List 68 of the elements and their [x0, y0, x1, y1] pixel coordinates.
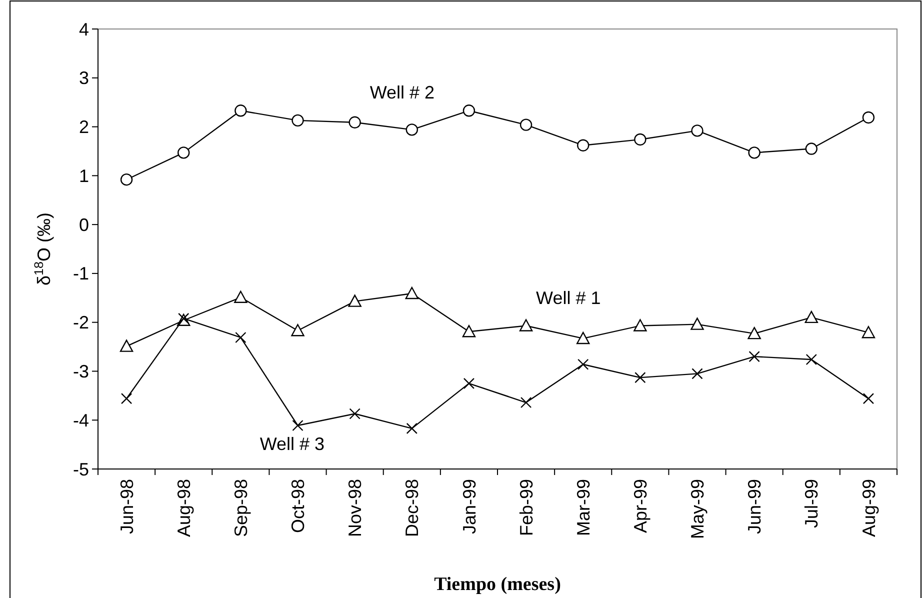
point	[462, 325, 476, 338]
point	[291, 324, 304, 336]
series-label: Well # 2	[370, 82, 435, 102]
point	[634, 372, 646, 384]
x-tick-label: Nov-98	[345, 479, 366, 538]
point	[406, 124, 418, 136]
y-tick-label: 0	[78, 214, 89, 235]
x-tick-label: Apr-99	[630, 479, 650, 534]
point	[862, 326, 876, 338]
point	[463, 378, 475, 390]
point	[748, 350, 760, 362]
point	[120, 173, 133, 186]
point	[120, 393, 132, 404]
series-label: Well # 3	[260, 434, 325, 454]
point	[862, 111, 875, 124]
point	[576, 332, 590, 344]
point	[348, 116, 361, 128]
point	[234, 290, 248, 303]
point	[520, 118, 532, 131]
point	[806, 354, 817, 366]
point	[462, 104, 476, 117]
y-tick-label: -3	[72, 362, 89, 382]
point	[292, 114, 304, 127]
x-tick-label: Jun-99	[744, 479, 765, 534]
y-tick-label: -2	[72, 312, 89, 333]
point	[405, 286, 418, 300]
point	[690, 318, 704, 330]
x-tick-label: Jan-99	[459, 479, 480, 534]
point	[577, 139, 590, 152]
point	[748, 146, 760, 159]
y-tick-label: 4	[78, 19, 89, 40]
x-tick-label: Dec-98	[402, 479, 422, 538]
x-tick-label: May-99	[688, 479, 708, 540]
point	[692, 368, 703, 380]
point	[348, 294, 362, 307]
x-tick-label: Feb-99	[516, 479, 536, 536]
point	[235, 332, 246, 344]
point	[120, 340, 134, 352]
point	[804, 310, 818, 324]
point	[862, 393, 874, 404]
x-tick-label: Jul-99	[802, 479, 822, 528]
x-tick-label: Jun-98	[116, 479, 137, 534]
point	[406, 422, 418, 434]
point	[578, 358, 589, 370]
y-tick-label: 2	[78, 117, 89, 138]
point	[519, 319, 533, 332]
x-tick-label: Oct-98	[288, 479, 308, 534]
point	[634, 319, 647, 332]
point	[349, 408, 360, 420]
x-tick-label: Mar-99	[573, 479, 594, 536]
x-tick-label: Aug-98	[174, 479, 194, 538]
y-tick-label: -1	[72, 264, 89, 284]
point	[292, 420, 304, 432]
point	[178, 146, 190, 159]
y-tick-label: -4	[72, 410, 89, 430]
y-tick-label: -5	[72, 459, 89, 480]
point	[634, 133, 646, 146]
series-label: Well # 1	[536, 288, 601, 308]
point	[805, 142, 818, 155]
x-tick-label: Aug-99	[858, 479, 879, 538]
x-tick-label: Sep-98	[230, 479, 251, 538]
point	[520, 396, 532, 408]
point	[691, 124, 704, 137]
y-tick-label: 3	[78, 68, 89, 88]
y-tick-label: 1	[78, 166, 89, 186]
point	[748, 326, 761, 340]
x-axis-title: Tiempo (meses)	[434, 574, 561, 595]
point	[234, 104, 247, 117]
